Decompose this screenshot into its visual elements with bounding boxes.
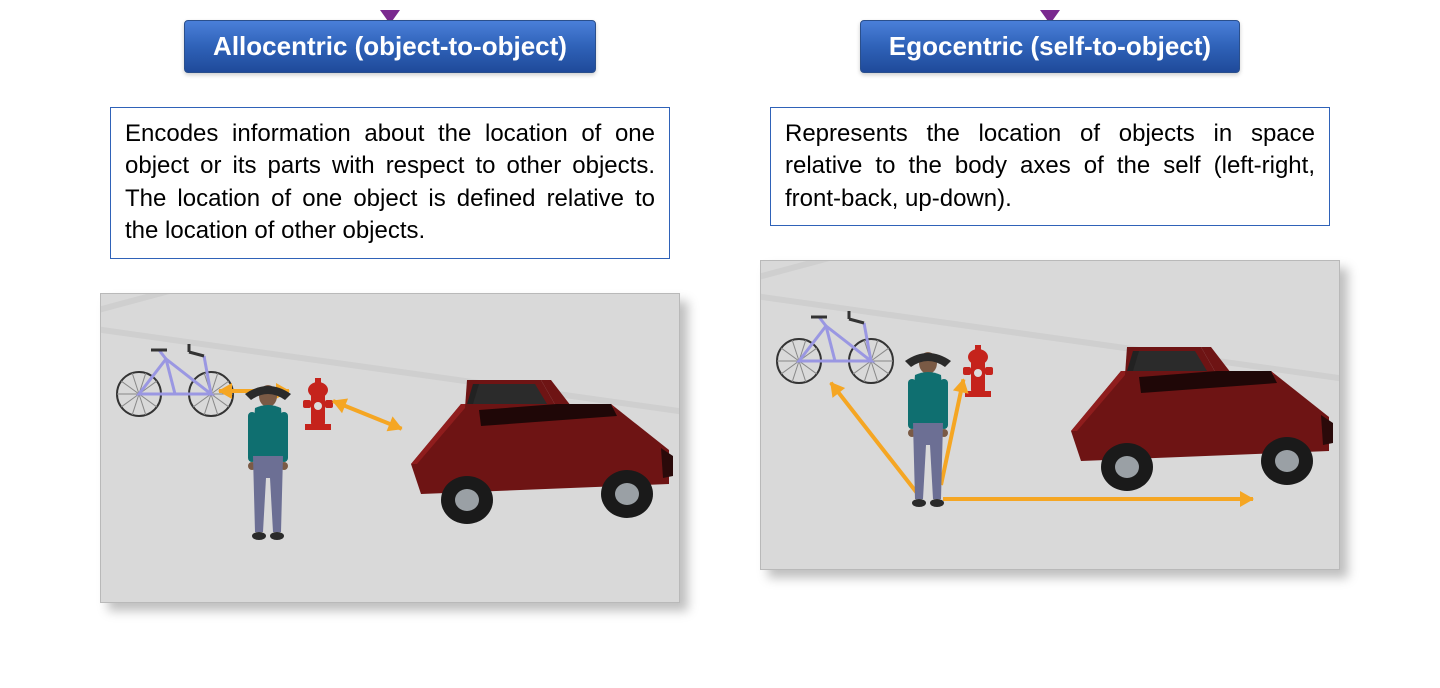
right-description: Represents the location of objects in sp… xyxy=(770,107,1330,226)
relation-arrow xyxy=(943,497,1253,501)
left-scene xyxy=(100,293,680,603)
right-title: Egocentric (self-to-object) xyxy=(860,20,1240,73)
person xyxy=(901,351,955,516)
right-column: Egocentric (self-to-object) Represents t… xyxy=(750,10,1350,603)
person-icon xyxy=(241,384,295,544)
bicycle-icon xyxy=(111,334,241,419)
person-icon xyxy=(901,351,955,511)
right-scene xyxy=(760,260,1340,570)
truck xyxy=(1041,311,1340,506)
left-description: Encodes information about the location o… xyxy=(110,107,670,259)
person xyxy=(241,384,295,549)
truck-icon xyxy=(381,344,680,534)
left-column: Allocentric (object-to-object) Encodes i… xyxy=(90,10,690,603)
truck-icon xyxy=(1041,311,1340,501)
bicycle xyxy=(111,334,241,424)
fire-hydrant xyxy=(961,343,995,404)
diagram-root: Allocentric (object-to-object) Encodes i… xyxy=(0,0,1440,603)
left-title: Allocentric (object-to-object) xyxy=(184,20,596,73)
bicycle-icon xyxy=(771,301,901,386)
truck xyxy=(381,344,680,539)
